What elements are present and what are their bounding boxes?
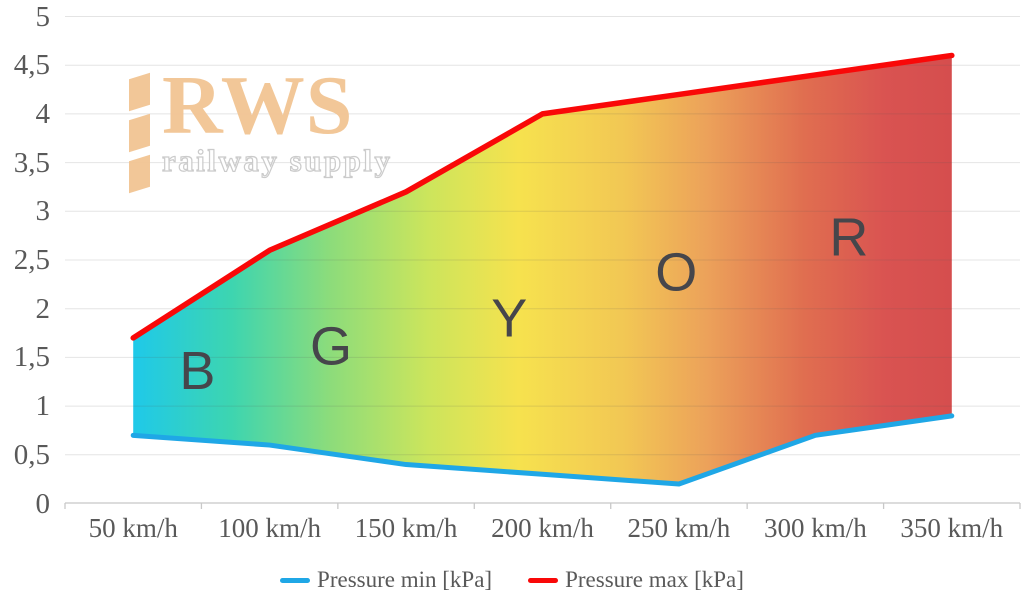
- legend-min-label: Pressure min [kPa]: [317, 567, 493, 592]
- chart-legend: Pressure min [kPa] Pressure max [kPa]: [0, 567, 1024, 593]
- y-axis-tick-label: 3,5: [13, 146, 50, 179]
- zone-letter-B: B: [179, 341, 215, 401]
- y-axis-tick-label: 4: [35, 97, 51, 130]
- y-axis-tick-label: 0,5: [13, 438, 50, 471]
- y-axis-tick-label: 5: [35, 0, 51, 33]
- legend-max-swatch-icon: [528, 577, 559, 583]
- x-axis-tick-label: 100 km/h: [218, 513, 322, 543]
- x-axis-tick-label: 350 km/h: [900, 513, 1004, 543]
- legend-item-pressure-max: Pressure max [kPa]: [528, 567, 744, 593]
- pressure-min-line: [130, 413, 955, 487]
- y-axis-tick-label: 0: [35, 487, 51, 520]
- y-axis-tick-label: 2: [35, 292, 51, 325]
- x-axis-tick-label: 300 km/h: [763, 513, 867, 543]
- zone-letter-Y: Y: [491, 288, 527, 348]
- zone-letter-R: R: [829, 208, 868, 268]
- legend-min-swatch-icon: [280, 577, 311, 583]
- x-axis-tick-label: 250 km/h: [627, 513, 731, 543]
- y-axis-tick-label: 3: [35, 195, 51, 228]
- y-axis-tick-label: 2,5: [13, 244, 50, 276]
- y-axis-tick-label: 4,5: [13, 49, 50, 82]
- x-axis-tick-label: 150 km/h: [354, 513, 458, 543]
- x-axis-tick-label: 50 km/h: [88, 513, 178, 543]
- y-axis-tick-label: 1,5: [13, 341, 50, 374]
- zone-letter-G: G: [310, 317, 352, 377]
- legend-max-label: Pressure max [kPa]: [565, 567, 744, 592]
- x-axis-tick-label: 200 km/h: [491, 513, 594, 543]
- y-axis-tick-label: 1: [35, 390, 51, 423]
- pressure-zone-area: [133, 55, 952, 485]
- zone-letter-O: O: [655, 243, 697, 303]
- legend-item-pressure-min: Pressure min [kPa]: [280, 567, 492, 593]
- pressure-max-line: [130, 52, 955, 341]
